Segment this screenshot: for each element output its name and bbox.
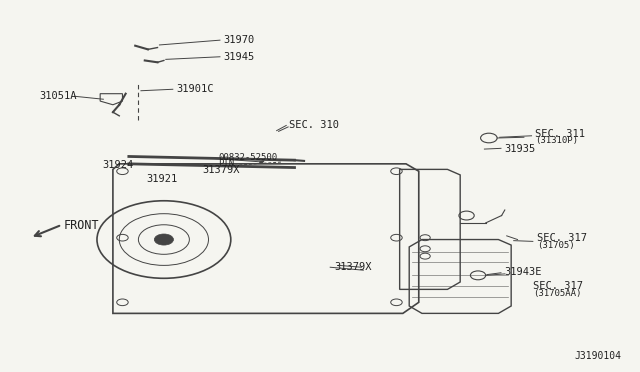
Text: 31943E: 31943E xyxy=(505,267,542,277)
Text: SEC. 311: SEC. 311 xyxy=(536,129,586,139)
Text: SEC. 317: SEC. 317 xyxy=(537,233,587,243)
Text: SEC. 310: SEC. 310 xyxy=(289,121,339,131)
Polygon shape xyxy=(259,161,264,163)
Text: SEC. 317: SEC. 317 xyxy=(534,282,584,291)
Text: 31379X: 31379X xyxy=(334,262,371,272)
Text: J3190104: J3190104 xyxy=(575,351,622,361)
Text: (31705AA): (31705AA) xyxy=(534,289,582,298)
Text: 31945: 31945 xyxy=(223,52,254,62)
Text: 31921: 31921 xyxy=(147,174,178,185)
Text: 00832-52500: 00832-52500 xyxy=(218,153,277,162)
Text: 31051A: 31051A xyxy=(40,91,77,101)
Text: (31705): (31705) xyxy=(537,241,574,250)
Text: FRONT: FRONT xyxy=(64,219,99,232)
Text: 31924: 31924 xyxy=(102,160,133,170)
Text: 31935: 31935 xyxy=(505,144,536,154)
Text: PIN: PIN xyxy=(218,158,234,168)
Text: 31970: 31970 xyxy=(223,35,254,45)
Text: 31901C: 31901C xyxy=(177,84,214,94)
Circle shape xyxy=(154,234,173,245)
Text: 31379X: 31379X xyxy=(203,165,240,175)
Text: (31310P): (31310P) xyxy=(536,136,579,145)
